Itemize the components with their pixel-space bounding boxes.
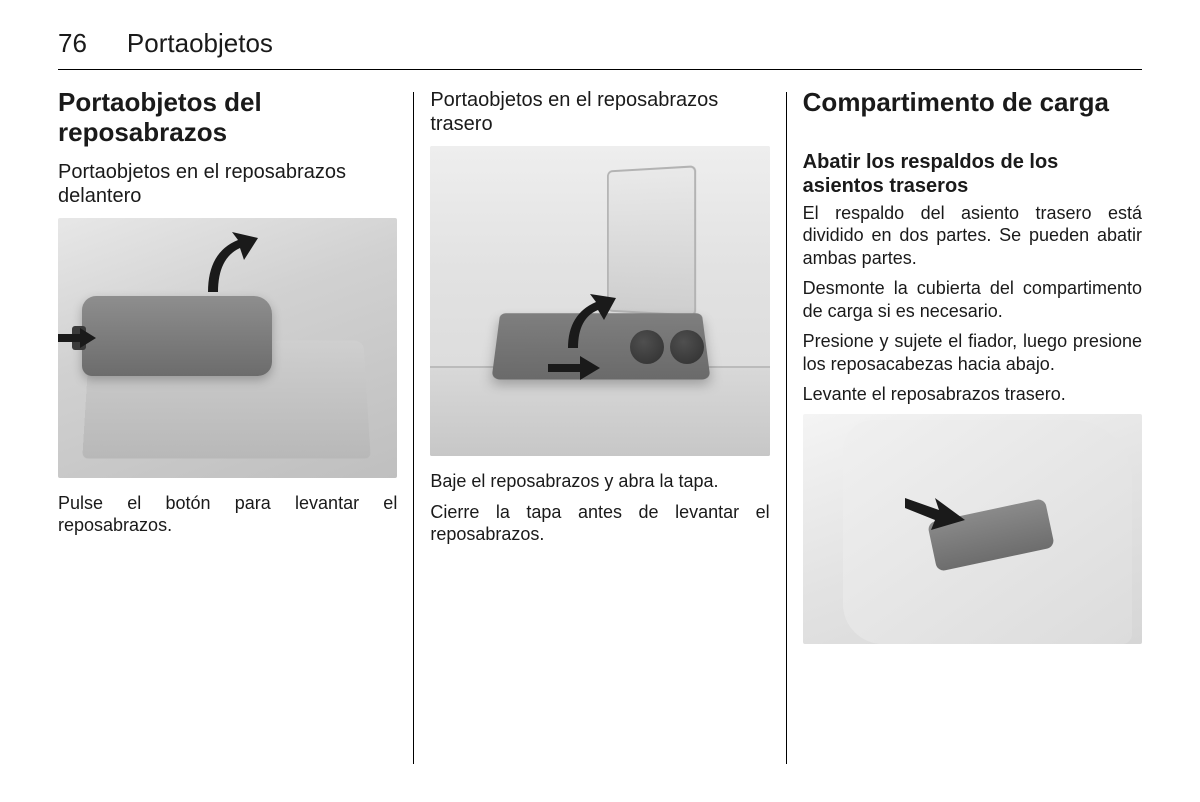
col3-p3: Presione y sujete el fiador, luego presi… — [803, 330, 1142, 375]
arrow-press-icon — [58, 328, 96, 348]
spacer — [803, 130, 1142, 150]
column-1: Portaobjetos del reposabrazos Portaobjet… — [58, 88, 413, 768]
page-number: 76 — [58, 28, 87, 59]
col3-p4: Levante el reposabrazos trasero. — [803, 383, 1142, 406]
column-3: Compartimento de carga Abatir los respal… — [787, 88, 1142, 768]
page-header: 76 Portaobjetos — [58, 28, 1142, 70]
content-columns: Portaobjetos del reposabrazos Portaobjet… — [58, 88, 1142, 768]
col3-subheading: Abatir los respaldos de los asientos tra… — [803, 150, 1142, 198]
figure-front-armrest — [58, 218, 397, 478]
col1-caption: Pulse el botón para levantar el reposabr… — [58, 492, 397, 537]
col1-subheading: Portaobjetos en el reposabrazos delanter… — [58, 160, 397, 208]
col3-heading: Compartimento de carga — [803, 88, 1142, 118]
arrow-push-icon — [905, 486, 965, 536]
figure-seat-release — [803, 414, 1142, 644]
column-2: Portaobjetos en el reposabrazos trasero … — [414, 88, 785, 768]
col1-heading: Portaobjetos del reposabrazos — [58, 88, 397, 148]
figure-rear-armrest — [430, 146, 769, 456]
arrow-lift-icon — [198, 232, 258, 302]
armrest-flap-shape — [607, 165, 696, 316]
section-title: Portaobjetos — [127, 28, 273, 59]
col2-p1: Baje el reposabrazos y abra la tapa. — [430, 470, 769, 493]
col3-p1: El respaldo del asiento trasero está div… — [803, 202, 1142, 270]
arrow-open-icon — [562, 294, 616, 354]
armrest-lid-shape — [82, 296, 272, 376]
col3-p2: Desmonte la cubierta del compartimento d… — [803, 277, 1142, 322]
col2-subheading: Portaobjetos en el reposabrazos trasero — [430, 88, 769, 136]
arrow-latch-icon — [548, 356, 600, 380]
col2-p2: Cierre la tapa antes de levantar el repo… — [430, 501, 769, 546]
